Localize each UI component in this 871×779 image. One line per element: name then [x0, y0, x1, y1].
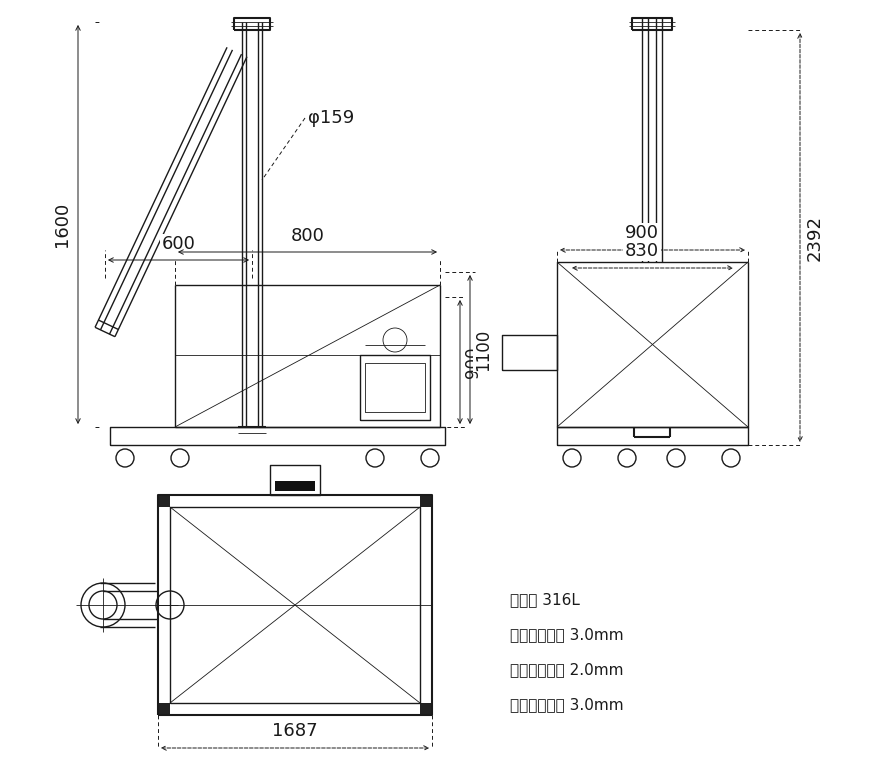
- Text: 900: 900: [464, 346, 482, 378]
- Bar: [420, 703, 432, 715]
- Text: 1687: 1687: [272, 722, 318, 740]
- Bar: [158, 703, 170, 715]
- Text: 600: 600: [161, 235, 195, 253]
- Text: 900: 900: [625, 224, 659, 242]
- Text: 螺旋叶片厘： 3.0mm: 螺旋叶片厘： 3.0mm: [510, 697, 624, 713]
- Text: 螺旋管壁厘： 3.0mm: 螺旋管壁厘： 3.0mm: [510, 628, 624, 643]
- Text: 材质： 316L: 材质： 316L: [510, 593, 580, 608]
- Text: 储料仓板厘： 2.0mm: 储料仓板厘： 2.0mm: [510, 662, 624, 678]
- Text: 830: 830: [625, 242, 659, 260]
- Text: 1600: 1600: [53, 202, 71, 247]
- Text: 1100: 1100: [474, 329, 492, 371]
- Bar: [420, 495, 432, 507]
- Bar: [275, 481, 315, 491]
- Bar: [158, 495, 170, 507]
- Text: 800: 800: [291, 227, 324, 245]
- Text: 2392: 2392: [806, 214, 824, 260]
- Text: φ159: φ159: [308, 109, 354, 127]
